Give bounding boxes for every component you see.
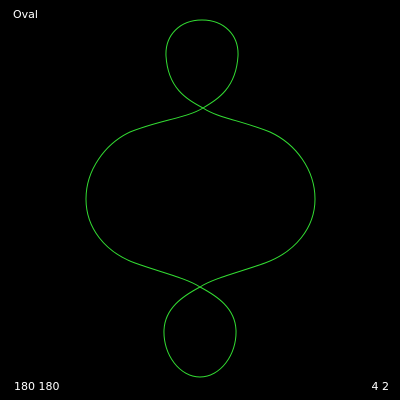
ratio-readout: 4 2 [371, 380, 390, 393]
title-label: Oval [13, 8, 38, 21]
oval-curve [85, 19, 316, 378]
params-readout: 180 180 [14, 380, 60, 393]
